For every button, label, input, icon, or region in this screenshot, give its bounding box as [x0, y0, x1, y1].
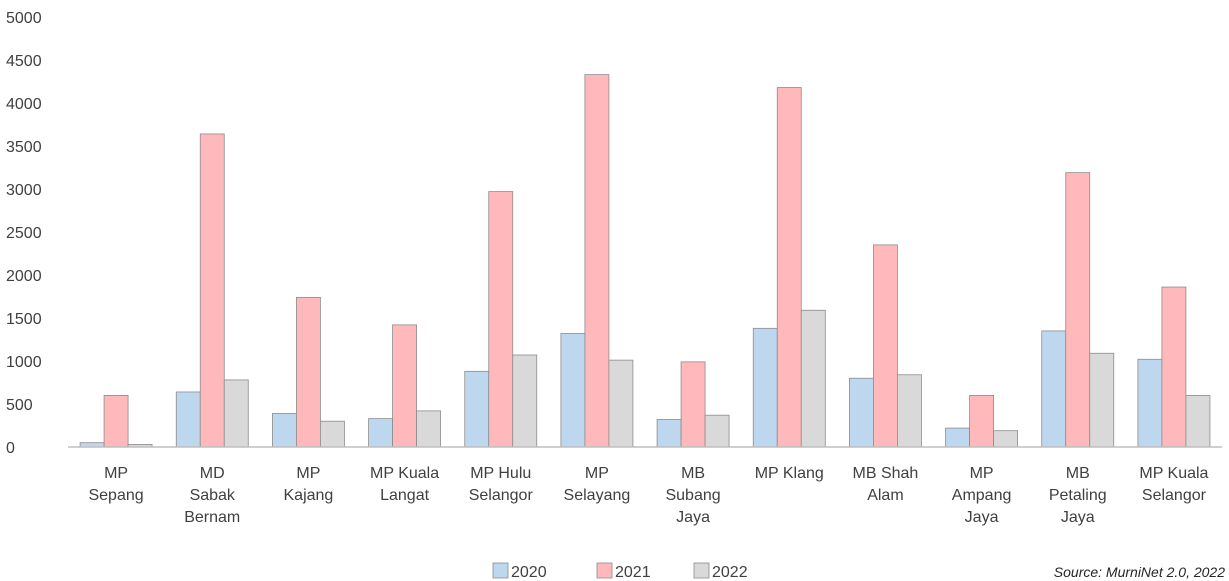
bar-2020 — [752, 327, 778, 448]
bar-2021 — [680, 361, 706, 448]
y-tick-label: 0 — [6, 440, 15, 457]
bar-2020 — [849, 377, 874, 448]
bar-2020 — [1041, 330, 1067, 448]
legend-label-2022: 2022 — [712, 564, 748, 581]
y-tick-label: 1500 — [6, 311, 42, 328]
x-category-label: MP — [296, 465, 320, 482]
bar-2021 — [296, 296, 321, 448]
y-tick-label: 4000 — [6, 96, 42, 113]
x-category-label: Selangor — [469, 487, 534, 504]
bar-2021 — [776, 87, 802, 448]
bar-2020 — [1137, 358, 1163, 448]
bar-2022 — [223, 379, 249, 448]
x-category-label: Jaya — [965, 509, 999, 526]
bar-2020 — [656, 419, 682, 448]
y-tick-label: 1000 — [6, 354, 42, 371]
bar-2020 — [464, 370, 490, 448]
x-category-label: Sepang — [88, 487, 143, 504]
x-category-label: Subang — [665, 487, 720, 504]
bar-2021 — [199, 133, 225, 448]
x-category-label: MP Hulu — [470, 465, 531, 482]
x-category-label: MP Kuala — [1139, 465, 1208, 482]
bar-2021 — [584, 74, 610, 448]
x-category-label: Selangor — [1142, 487, 1207, 504]
bar-2022 — [993, 430, 1018, 448]
bar-2022 — [1089, 352, 1115, 448]
legend-label-2020: 2020 — [511, 564, 547, 581]
bars — [79, 74, 1211, 448]
bar-2021 — [488, 191, 514, 448]
x-category-label: MP Kuala — [370, 465, 439, 482]
x-axis-category-labels: MP Sepang MD Sabak Bernam MP Kajang MP Kuala Lan… — [88, 465, 1208, 526]
bar-2022 — [608, 359, 634, 448]
bar-2021 — [392, 324, 417, 448]
bar-2020 — [945, 427, 970, 448]
y-tick-label: 4500 — [6, 53, 42, 70]
bar-2022 — [800, 309, 826, 448]
x-category-label: MB — [1066, 465, 1090, 482]
x-category-label: MD — [200, 465, 225, 482]
bar-2021 — [873, 244, 898, 448]
x-category-label: Jaya — [676, 509, 710, 526]
x-category-label: MP — [104, 465, 128, 482]
x-category-label: Langat — [380, 487, 429, 504]
x-category-label: MP — [585, 465, 609, 482]
bar-2022 — [416, 410, 441, 448]
bar-2022 — [704, 414, 730, 448]
x-category-label: MP — [970, 465, 994, 482]
y-tick-label: 3000 — [6, 182, 42, 199]
legend-swatch-2021 — [596, 562, 613, 579]
bar-2021 — [969, 394, 994, 448]
bar-2022 — [1185, 394, 1211, 448]
bar-2022 — [512, 354, 538, 448]
bar-2020 — [368, 418, 393, 448]
y-tick-label: 2000 — [6, 268, 42, 285]
x-category-label: Sabak — [190, 487, 236, 504]
bar-2020 — [560, 333, 586, 448]
bar-2021 — [1065, 172, 1091, 448]
legend-label-2021: 2021 — [615, 564, 651, 581]
x-category-label: Bernam — [184, 509, 240, 526]
x-category-label: Jaya — [1061, 509, 1095, 526]
x-category-label: MP Klang — [755, 465, 824, 482]
x-category-label: MB — [681, 465, 705, 482]
bar-2021 — [103, 394, 129, 448]
x-category-label: Kajang — [284, 487, 334, 504]
legend-swatch-2022 — [693, 562, 710, 579]
y-tick-label: 5000 — [6, 10, 42, 27]
bar-2020 — [272, 413, 297, 448]
legend-swatch-2020 — [492, 562, 509, 579]
x-category-label: MB Shah — [853, 465, 919, 482]
bar-2020 — [175, 391, 201, 448]
y-tick-label: 500 — [6, 397, 33, 414]
x-category-label: Selayang — [564, 487, 631, 504]
x-category-label: Alam — [867, 487, 903, 504]
legend: 2020 2021 2022 — [492, 562, 748, 581]
bar-2021 — [1161, 286, 1187, 448]
x-category-label: Ampang — [952, 487, 1012, 504]
bar-2022 — [897, 374, 922, 448]
bar-2022 — [320, 420, 345, 448]
y-tick-label: 3500 — [6, 139, 42, 156]
y-tick-label: 2500 — [6, 225, 42, 242]
source-note: Source: MurniNet 2.0, 2022 — [1054, 564, 1225, 580]
x-category-label: Petaling — [1049, 487, 1107, 504]
